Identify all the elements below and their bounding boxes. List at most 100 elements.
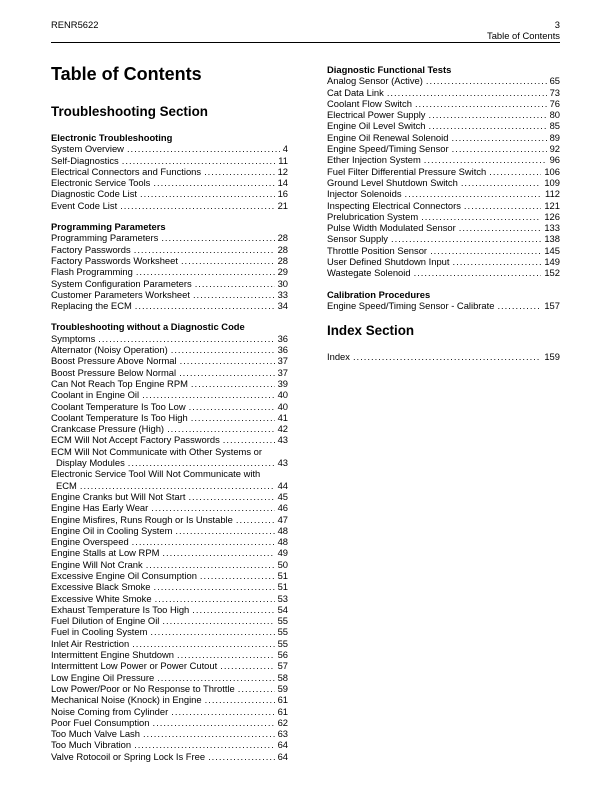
toc-entry[interactable]: Engine Oil in Cooling System 48: [51, 525, 288, 536]
toc-entry[interactable]: ECM 44: [51, 480, 288, 491]
toc-entry-label: Inlet Air Restriction: [51, 637, 130, 649]
toc-entry[interactable]: Engine Cranks but Will Not Start 45: [51, 491, 288, 502]
toc-entry[interactable]: Excessive White Smoke 53: [51, 593, 288, 604]
toc-entry-label: Engine Oil in Cooling System: [51, 524, 173, 536]
toc-page-ref: 56: [277, 649, 288, 661]
toc-entry[interactable]: Exhaust Temperature Is Too High 54: [51, 604, 288, 615]
dot-leader: [353, 351, 541, 362]
toc-entry[interactable]: Noise Coming from Cylinder 61: [51, 706, 288, 717]
toc-entry[interactable]: Ether Injection System 96: [327, 154, 560, 165]
toc-entry[interactable]: Customer Parameters Worksheet 33: [51, 289, 288, 300]
toc-entry[interactable]: Boost Pressure Above Normal 37: [51, 355, 288, 366]
toc-entry[interactable]: Factory Passwords Worksheet 28: [51, 255, 288, 266]
toc-page-ref: 159: [544, 351, 560, 363]
toc-entry-label: Electrical Power Supply: [327, 109, 426, 121]
toc-entry[interactable]: Engine Misfires, Runs Rough or Is Unstab…: [51, 514, 288, 525]
toc-entry[interactable]: Symptoms 36: [51, 333, 288, 344]
toc-entry-label: Low Power/Poor or No Response to Throttl…: [51, 682, 235, 694]
dot-leader: [220, 660, 274, 671]
toc-entry[interactable]: Can Not Reach Top Engine RPM 39: [51, 378, 288, 389]
toc-entry[interactable]: Valve Rotocoil or Spring Lock Is Free 64: [51, 751, 288, 762]
toc-entry[interactable]: Electrical Power Supply 80: [327, 109, 560, 120]
toc-entry[interactable]: Coolant Temperature Is Too High 41: [51, 412, 288, 423]
toc-entry[interactable]: Engine Stalls at Low RPM 49: [51, 547, 288, 558]
toc-entry[interactable]: Intermittent Low Power or Power Cutout 57: [51, 660, 288, 671]
toc-entry[interactable]: Cat Data Link 73: [327, 87, 560, 98]
toc-entry[interactable]: Inspecting Electrical Connectors 121: [327, 200, 560, 211]
toc-page-ref: 92: [549, 143, 560, 155]
toc-entry[interactable]: Poor Fuel Consumption 62: [51, 717, 288, 728]
toc-entry-line1[interactable]: Electronic Service Tool Will Not Communi…: [51, 468, 261, 480]
toc-entry[interactable]: Intermittent Engine Shutdown 56: [51, 649, 288, 660]
toc-entry[interactable]: Electrical Connectors and Functions 12: [51, 166, 288, 177]
toc-entry[interactable]: Crankcase Pressure (High) 42: [51, 423, 288, 434]
dot-leader: [421, 211, 541, 222]
column-gutter: [288, 64, 327, 762]
toc-entry[interactable]: Low Power/Poor or No Response to Throttl…: [51, 683, 288, 694]
toc-entry-line1[interactable]: ECM Will Not Communicate with Other Syst…: [51, 445, 262, 457]
toc-entry[interactable]: System Configuration Parameters 30: [51, 278, 288, 289]
toc-entry[interactable]: Replacing the ECM 34: [51, 300, 288, 311]
toc-entry[interactable]: Engine Oil Renewal Solenoid 89: [327, 132, 560, 143]
toc-entry[interactable]: Electronic Service Tools 14: [51, 177, 288, 188]
toc-entry[interactable]: Inlet Air Restriction 55: [51, 638, 288, 649]
toc-entry[interactable]: Throttle Position Sensor 145: [327, 245, 560, 256]
toc-entry[interactable]: Coolant Flow Switch 76: [327, 98, 560, 109]
page-header: RENR5622 3 Table of Contents: [51, 19, 560, 41]
toc-entry[interactable]: Engine Has Early Wear 46: [51, 502, 288, 513]
toc-page-ref: 29: [277, 266, 288, 278]
toc-entry-label: Poor Fuel Consumption: [51, 716, 150, 728]
toc-entry[interactable]: Index 159: [327, 351, 560, 362]
toc-entry[interactable]: Boost Pressure Below Normal 37: [51, 367, 288, 378]
toc-entry[interactable]: Analog Sensor (Active) 65: [327, 75, 560, 86]
dot-leader: [193, 289, 275, 300]
toc-entry[interactable]: Fuel Dilution of Engine Oil 55: [51, 615, 288, 626]
toc-entry[interactable]: Wastegate Solenoid 152: [327, 267, 560, 278]
toc-entry-label: Low Engine Oil Pressure: [51, 671, 155, 683]
toc-entry[interactable]: Coolant Temperature Is Too Low 40: [51, 401, 288, 412]
toc-page-ref: 55: [277, 615, 288, 627]
toc-entry[interactable]: Coolant in Engine Oil 40: [51, 389, 288, 400]
toc-entry[interactable]: ECM Will Not Accept Factory Passwords 43: [51, 434, 288, 445]
toc-entry[interactable]: Display Modules 43: [51, 457, 288, 468]
toc-entry-label: Index: [327, 351, 350, 363]
header-right: 3 Table of Contents: [487, 19, 560, 41]
dot-leader: [153, 177, 274, 188]
dot-leader: [134, 244, 275, 255]
toc-entry-label: Self-Diagnostics: [51, 154, 119, 166]
toc-entry[interactable]: System Overview 4: [51, 143, 288, 154]
toc-entry[interactable]: Fuel in Cooling System 55: [51, 626, 288, 637]
toc-entry[interactable]: Sensor Supply 138: [327, 233, 560, 244]
toc-entry[interactable]: Flash Programming 29: [51, 266, 288, 277]
toc-entry[interactable]: Low Engine Oil Pressure 58: [51, 672, 288, 683]
toc-entry[interactable]: Too Much Vibration 64: [51, 739, 288, 750]
toc-entry[interactable]: Engine Overspeed 48: [51, 536, 288, 547]
toc-entry[interactable]: Engine Oil Level Switch 85: [327, 120, 560, 131]
toc-entry[interactable]: Pulse Width Modulated Sensor 133: [327, 222, 560, 233]
toc-entry[interactable]: Engine Will Not Crank 50: [51, 559, 288, 570]
toc-entry[interactable]: Programming Parameters 28: [51, 232, 288, 243]
dot-leader: [171, 706, 274, 717]
toc-entry[interactable]: Engine Speed/Timing Sensor - Calibrate 15…: [327, 300, 560, 311]
toc-entry[interactable]: Fuel Filter Differential Pressure Switch…: [327, 166, 560, 177]
toc-entry[interactable]: Event Code List 21: [51, 200, 288, 211]
toc-entry[interactable]: Mechanical Noise (Knock) in Engine 61: [51, 694, 288, 705]
toc-entry[interactable]: Alternator (Noisy Operation) 36: [51, 344, 288, 355]
toc-entry[interactable]: Self-Diagnostics 11: [51, 155, 288, 166]
toc-entry[interactable]: Excessive Engine Oil Consumption 51: [51, 570, 288, 581]
toc-entry[interactable]: Prelubrication System 126: [327, 211, 560, 222]
toc-entry[interactable]: Factory Passwords 28: [51, 244, 288, 255]
toc-columns: Table of Contents Troubleshooting Sectio…: [51, 64, 560, 762]
toc-entry[interactable]: Injector Solenoids 112: [327, 188, 560, 199]
toc-entry[interactable]: Diagnostic Code List 16: [51, 188, 288, 199]
toc-entry[interactable]: Excessive Black Smoke 51: [51, 581, 288, 592]
dot-leader: [177, 649, 275, 660]
toc-page-ref: 73: [549, 86, 560, 98]
toc-entry[interactable]: User Defined Shutdown Input 149: [327, 256, 560, 267]
toc-group: Programming Parameters Programming Parame…: [51, 221, 288, 311]
toc-entry[interactable]: Too Much Valve Lash 63: [51, 728, 288, 739]
toc-entry-label: Excessive Engine Oil Consumption: [51, 569, 197, 581]
toc-entry[interactable]: Ground Level Shutdown Switch 109: [327, 177, 560, 188]
toc-entry-label: Electrical Connectors and Functions: [51, 165, 202, 177]
toc-entry[interactable]: Engine Speed/Timing Sensor 92: [327, 143, 560, 154]
